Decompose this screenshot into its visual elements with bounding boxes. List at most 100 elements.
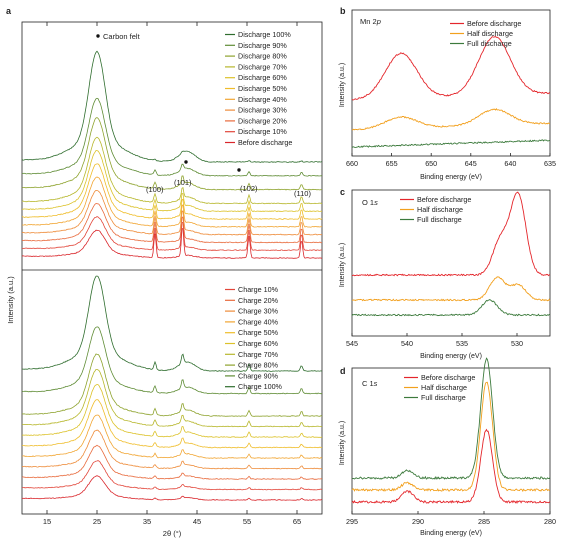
panel-a-frame: [21, 21, 323, 515]
panel-b-frame: [351, 9, 551, 157]
panel-c-series-0: [351, 191, 551, 277]
xrd-discharge-series-6: [22, 150, 323, 213]
panel-c-tick-label-1: 540: [401, 339, 413, 348]
panel-d-series-2: [351, 357, 551, 481]
xrd-charge-series-5: [21, 399, 322, 449]
legend-discharge-label-2: Discharge 80%: [238, 52, 287, 61]
panel-b-title: Mn 2p: [360, 17, 381, 26]
panel-b-tick-label-2: 650: [425, 159, 437, 168]
xrd-discharge-series-2: [21, 203, 323, 244]
panel-d-series-0: [351, 428, 551, 504]
panel-b-series-0: [351, 35, 551, 101]
carbon-felt-peak-43-dot: [184, 160, 188, 164]
legend-discharge-label-3: Discharge 70%: [238, 62, 287, 71]
miller-label-110: (110): [294, 189, 311, 198]
legend-discharge-label-1: Discharge 90%: [238, 41, 287, 50]
carbon-felt-marker: [96, 34, 100, 38]
panel-c-series-1: [351, 276, 551, 302]
legend-charge-label-9: Charge 100%: [238, 382, 283, 391]
legend-discharge-label-8: Discharge 20%: [238, 116, 287, 125]
panel-d-tick-label-1: 290: [412, 517, 424, 526]
panel-d-legend-label-0: Before discharge: [421, 373, 475, 382]
legend-charge-label-2: Charge 30%: [238, 307, 279, 316]
panel-a: a 15 25 35 45 55 65 Intensity (a.u.) 2θ (°) C…: [6, 6, 323, 538]
panel-d-xlabel: Binding energy (eV): [420, 530, 482, 537]
panel-a-x-ticks: 15 25 35 45 55 65: [43, 22, 301, 526]
panel-d-title-orbital: s: [374, 379, 378, 388]
panel-c-tick-label-0: 545: [346, 339, 358, 348]
xrd-charge-series-4: [21, 414, 323, 459]
xrd-charge-series-0: [21, 475, 322, 501]
panel-b-ylabel: Intensity (a.u.): [339, 63, 346, 107]
legend-discharge-label-4: Discharge 60%: [238, 73, 287, 82]
panel-a-tick-label-4: 55: [243, 517, 251, 526]
legend-charge-label-5: Charge 60%: [238, 339, 279, 348]
panel-a-ylabel: Intensity (a.u.): [6, 276, 15, 324]
legend-charge-label-3: Charge 40%: [238, 317, 279, 326]
panel-b-tick-label-4: 640: [504, 159, 516, 168]
panel-letter-a: a: [6, 6, 12, 16]
legend-discharge-label-10: Before discharge: [238, 138, 292, 147]
xrd-discharge-series-8: [21, 117, 323, 191]
xrd-charge-series-1: [22, 460, 323, 491]
xrd-charge-series-2: [21, 444, 323, 480]
xrd-discharge-series-7: [21, 136, 323, 205]
legend-charge-label-7: Charge 80%: [238, 361, 279, 370]
xrd-charge-series-8: [21, 353, 323, 417]
panel-b-legend-label-2: Full discharge: [467, 39, 512, 48]
legend-charge-label-8: Charge 90%: [238, 371, 279, 380]
xrd-discharge-series-1: [22, 216, 322, 252]
panel-b-tick-label-0: 660: [346, 159, 358, 168]
xrd-charge-series-6: [21, 384, 323, 438]
panel-d-x-ticks: 295 290 285 280: [346, 511, 556, 526]
legend-charge-label-0: Charge 10%: [238, 285, 279, 294]
panel-c-curves: [351, 191, 551, 317]
panel-b-tick-label-5: 635: [544, 159, 556, 168]
panel-d-tick-label-2: 285: [478, 517, 490, 526]
legend-charge-label-4: Charge 50%: [238, 328, 279, 337]
panel-a-xlabel: 2θ (°): [163, 529, 182, 538]
legend-discharge: Discharge 100% Discharge 90% Discharge 80%…: [225, 30, 292, 147]
panel-c-title: O 1s: [362, 198, 378, 207]
xrd-discharge-series-5: [21, 163, 323, 220]
panel-b-tick-label-1: 655: [386, 159, 398, 168]
panel-d-legend-label-2: Full discharge: [421, 393, 466, 402]
panel-d-series-1: [351, 381, 551, 493]
legend-discharge-label-6: Discharge 40%: [238, 95, 287, 104]
legend-charge-label-6: Charge 70%: [238, 350, 279, 359]
miller-label-100: (100): [146, 185, 164, 194]
panel-d-ylabel: Intensity (a.u.): [339, 421, 346, 465]
xrd-discharge-series-4: [22, 176, 323, 228]
panel-b-curves: [351, 35, 551, 149]
panel-b-xlabel: Binding energy (eV): [420, 174, 482, 181]
carbon-felt-label: Carbon felt: [103, 32, 141, 41]
carbon-felt-peak-53-dot: [237, 168, 241, 172]
panel-c-tick-label-3: 530: [511, 339, 523, 348]
legend-charge: Charge 10% Charge 20% Charge 30%Charge 40%…: [225, 285, 283, 391]
panel-c-legend-label-1: Half discharge: [417, 205, 463, 214]
legend-discharge-label-9: Discharge 10%: [238, 127, 287, 136]
panel-a-tick-label-1: 25: [93, 517, 101, 526]
legend-discharge-label-5: Discharge 50%: [238, 84, 287, 93]
xrd-discharge-series-0: [21, 228, 323, 259]
panel-d-tick-label-3: 280: [544, 517, 556, 526]
panel-a-tick-label-3: 45: [193, 517, 201, 526]
panel-b-legend-label-0: Before discharge: [467, 19, 521, 28]
panel-b-legend-label-1: Half discharge: [467, 29, 513, 38]
legend-charge-label-1: Charge 20%: [238, 296, 279, 305]
panel-c-legend-label-0: Before discharge: [417, 195, 471, 204]
panel-c-xlabel: Binding energy (eV): [420, 353, 482, 360]
xrd-discharge-series-9: [22, 97, 323, 177]
panel-d-curves: [351, 357, 551, 504]
panel-b-tick-label-3: 645: [465, 159, 477, 168]
panel-c-tick-label-2: 535: [456, 339, 468, 348]
panel-c-x-ticks: 545 540 535 530: [346, 333, 523, 348]
panel-letter-c: c: [340, 187, 345, 197]
panel-c-title-orbital: s: [374, 198, 378, 207]
xrd-charge-curves: [21, 275, 323, 501]
xrd-discharge-series-10: [21, 50, 323, 163]
